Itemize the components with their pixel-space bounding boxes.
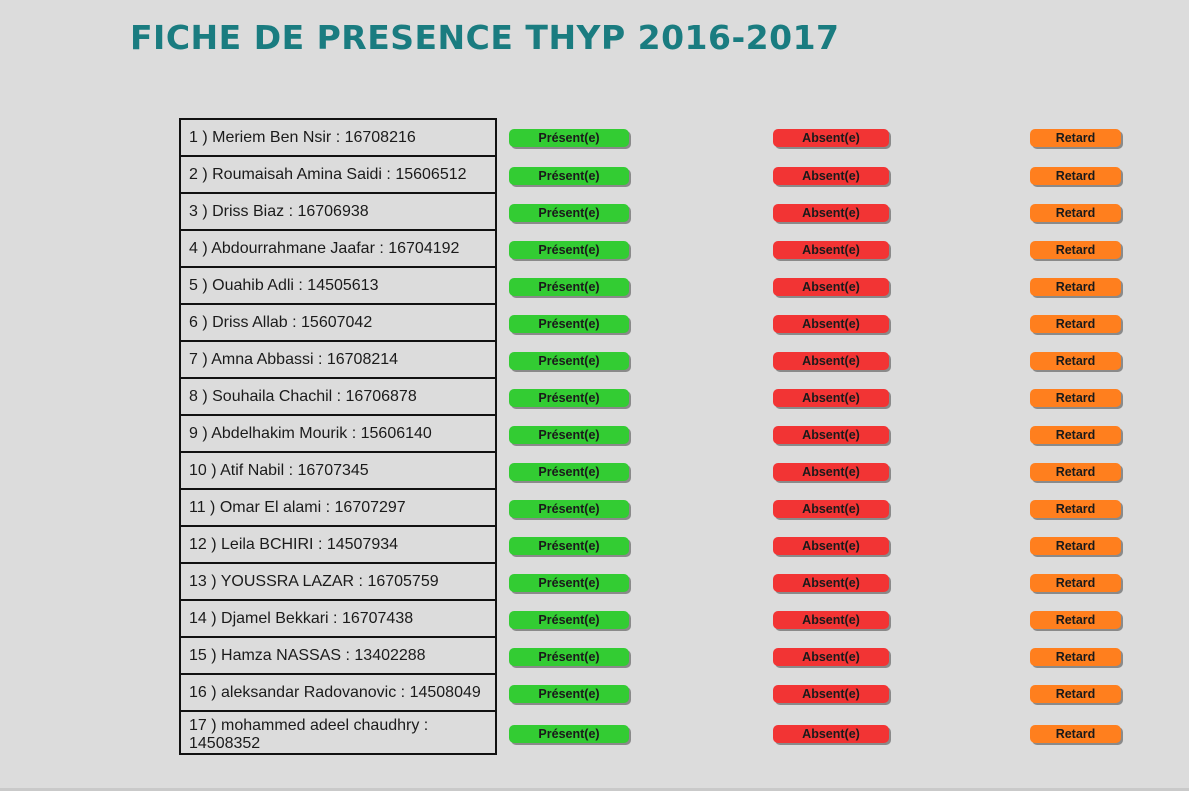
student-name: 13 ) YOUSSRA LAZAR : 16705759 bbox=[179, 562, 497, 601]
student-row: 2 ) Roumaisah Amina Saidi : 15606512 Pré… bbox=[179, 155, 1159, 194]
student-row: 17 ) mohammed adeel chaudhry : 14508352 … bbox=[179, 710, 1159, 755]
absent-button[interactable]: Absent(e) bbox=[773, 536, 889, 555]
absent-button[interactable]: Absent(e) bbox=[773, 351, 889, 370]
retard-button[interactable]: Retard bbox=[1030, 240, 1121, 259]
student-name: 14 ) Djamel Bekkari : 16707438 bbox=[179, 599, 497, 638]
present-button[interactable]: Présent(e) bbox=[509, 166, 629, 185]
student-name: 11 ) Omar El alami : 16707297 bbox=[179, 488, 497, 527]
absent-button[interactable]: Absent(e) bbox=[773, 314, 889, 333]
student-name: 10 ) Atif Nabil : 16707345 bbox=[179, 451, 497, 490]
retard-button[interactable]: Retard bbox=[1030, 573, 1121, 592]
retard-button[interactable]: Retard bbox=[1030, 684, 1121, 703]
retard-button[interactable]: Retard bbox=[1030, 203, 1121, 222]
page-title: FICHE DE PRESENCE THYP 2016-2017 bbox=[130, 18, 840, 57]
student-row: 8 ) Souhaila Chachil : 16706878 Présent(… bbox=[179, 377, 1159, 416]
student-row: 10 ) Atif Nabil : 16707345 Présent(e) Ab… bbox=[179, 451, 1159, 490]
absent-button[interactable]: Absent(e) bbox=[773, 647, 889, 666]
present-button[interactable]: Présent(e) bbox=[509, 425, 629, 444]
student-name: 9 ) Abdelhakim Mourik : 15606140 bbox=[179, 414, 497, 453]
retard-button[interactable]: Retard bbox=[1030, 314, 1121, 333]
present-button[interactable]: Présent(e) bbox=[509, 351, 629, 370]
student-name: 6 ) Driss Allab : 15607042 bbox=[179, 303, 497, 342]
student-name: 3 ) Driss Biaz : 16706938 bbox=[179, 192, 497, 231]
student-name: 17 ) mohammed adeel chaudhry : 14508352 bbox=[179, 710, 497, 755]
absent-button[interactable]: Absent(e) bbox=[773, 166, 889, 185]
student-row: 9 ) Abdelhakim Mourik : 15606140 Présent… bbox=[179, 414, 1159, 453]
absent-button[interactable]: Absent(e) bbox=[773, 499, 889, 518]
present-button[interactable]: Présent(e) bbox=[509, 684, 629, 703]
student-row: 3 ) Driss Biaz : 16706938 Présent(e) Abs… bbox=[179, 192, 1159, 231]
absent-button[interactable]: Absent(e) bbox=[773, 128, 889, 147]
retard-button[interactable]: Retard bbox=[1030, 724, 1121, 743]
present-button[interactable]: Présent(e) bbox=[509, 499, 629, 518]
student-row: 1 ) Meriem Ben Nsir : 16708216 Présent(e… bbox=[179, 118, 1159, 157]
student-name: 1 ) Meriem Ben Nsir : 16708216 bbox=[179, 118, 497, 157]
absent-button[interactable]: Absent(e) bbox=[773, 388, 889, 407]
retard-button[interactable]: Retard bbox=[1030, 277, 1121, 296]
retard-button[interactable]: Retard bbox=[1030, 128, 1121, 147]
student-name: 2 ) Roumaisah Amina Saidi : 15606512 bbox=[179, 155, 497, 194]
student-name: 5 ) Ouahib Adli : 14505613 bbox=[179, 266, 497, 305]
present-button[interactable]: Présent(e) bbox=[509, 128, 629, 147]
student-row: 15 ) Hamza NASSAS : 13402288 Présent(e) … bbox=[179, 636, 1159, 675]
present-button[interactable]: Présent(e) bbox=[509, 724, 629, 743]
present-button[interactable]: Présent(e) bbox=[509, 647, 629, 666]
retard-button[interactable]: Retard bbox=[1030, 351, 1121, 370]
present-button[interactable]: Présent(e) bbox=[509, 314, 629, 333]
retard-button[interactable]: Retard bbox=[1030, 425, 1121, 444]
absent-button[interactable]: Absent(e) bbox=[773, 425, 889, 444]
student-row: 11 ) Omar El alami : 16707297 Présent(e)… bbox=[179, 488, 1159, 527]
student-name: 8 ) Souhaila Chachil : 16706878 bbox=[179, 377, 497, 416]
student-row: 12 ) Leila BCHIRI : 14507934 Présent(e) … bbox=[179, 525, 1159, 564]
absent-button[interactable]: Absent(e) bbox=[773, 203, 889, 222]
student-row: 5 ) Ouahib Adli : 14505613 Présent(e) Ab… bbox=[179, 266, 1159, 305]
student-name: 12 ) Leila BCHIRI : 14507934 bbox=[179, 525, 497, 564]
present-button[interactable]: Présent(e) bbox=[509, 610, 629, 629]
absent-button[interactable]: Absent(e) bbox=[773, 610, 889, 629]
student-name: 4 ) Abdourrahmane Jaafar : 16704192 bbox=[179, 229, 497, 268]
absent-button[interactable]: Absent(e) bbox=[773, 462, 889, 481]
present-button[interactable]: Présent(e) bbox=[509, 536, 629, 555]
page-bottom-edge bbox=[0, 788, 1189, 791]
present-button[interactable]: Présent(e) bbox=[509, 462, 629, 481]
absent-button[interactable]: Absent(e) bbox=[773, 240, 889, 259]
student-row: 4 ) Abdourrahmane Jaafar : 16704192 Prés… bbox=[179, 229, 1159, 268]
present-button[interactable]: Présent(e) bbox=[509, 388, 629, 407]
student-row: 13 ) YOUSSRA LAZAR : 16705759 Présent(e)… bbox=[179, 562, 1159, 601]
student-name: 7 ) Amna Abbassi : 16708214 bbox=[179, 340, 497, 379]
present-button[interactable]: Présent(e) bbox=[509, 240, 629, 259]
retard-button[interactable]: Retard bbox=[1030, 647, 1121, 666]
retard-button[interactable]: Retard bbox=[1030, 166, 1121, 185]
student-row: 6 ) Driss Allab : 15607042 Présent(e) Ab… bbox=[179, 303, 1159, 342]
student-name: 15 ) Hamza NASSAS : 13402288 bbox=[179, 636, 497, 675]
attendance-list: 1 ) Meriem Ben Nsir : 16708216 Présent(e… bbox=[179, 118, 1159, 755]
absent-button[interactable]: Absent(e) bbox=[773, 724, 889, 743]
student-row: 16 ) aleksandar Radovanovic : 14508049 P… bbox=[179, 673, 1159, 712]
student-row: 14 ) Djamel Bekkari : 16707438 Présent(e… bbox=[179, 599, 1159, 638]
student-row: 7 ) Amna Abbassi : 16708214 Présent(e) A… bbox=[179, 340, 1159, 379]
retard-button[interactable]: Retard bbox=[1030, 462, 1121, 481]
retard-button[interactable]: Retard bbox=[1030, 499, 1121, 518]
present-button[interactable]: Présent(e) bbox=[509, 203, 629, 222]
absent-button[interactable]: Absent(e) bbox=[773, 684, 889, 703]
retard-button[interactable]: Retard bbox=[1030, 536, 1121, 555]
absent-button[interactable]: Absent(e) bbox=[773, 573, 889, 592]
present-button[interactable]: Présent(e) bbox=[509, 573, 629, 592]
retard-button[interactable]: Retard bbox=[1030, 388, 1121, 407]
present-button[interactable]: Présent(e) bbox=[509, 277, 629, 296]
retard-button[interactable]: Retard bbox=[1030, 610, 1121, 629]
student-name: 16 ) aleksandar Radovanovic : 14508049 bbox=[179, 673, 497, 712]
absent-button[interactable]: Absent(e) bbox=[773, 277, 889, 296]
